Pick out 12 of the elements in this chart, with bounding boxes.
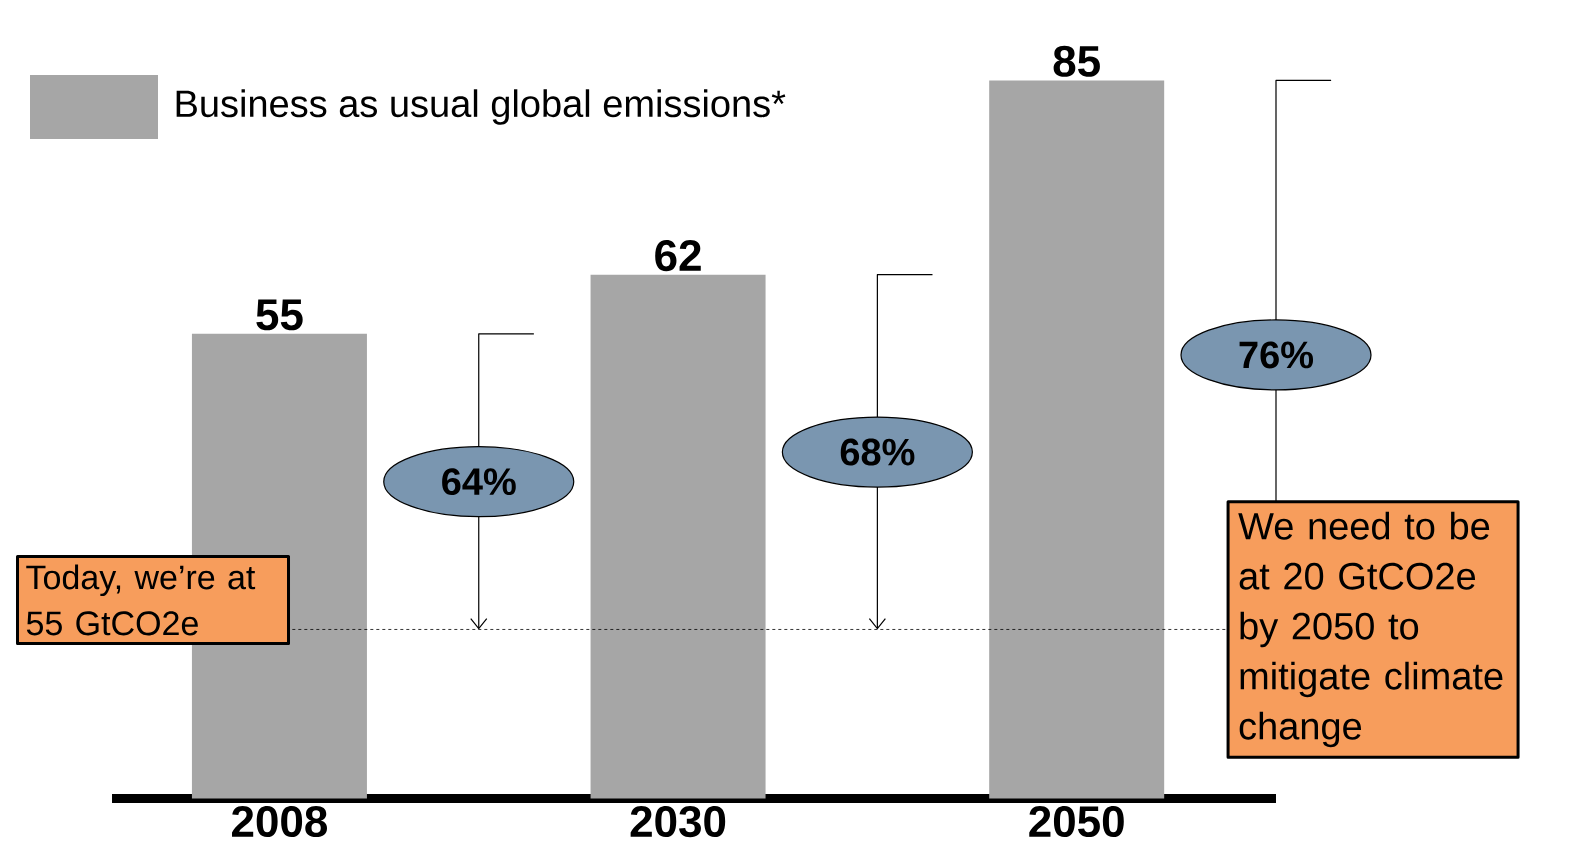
annotation: 64% [442, 468, 516, 496]
x-tick-label: 2030 [630, 805, 726, 838]
data-label: 62 [655, 240, 701, 272]
x-tick-label: 2008 [232, 805, 327, 838]
annotation: 68% [840, 438, 915, 466]
legend-label: Business as usual global emissions* [176, 89, 786, 125]
data-label: 55 [256, 299, 303, 331]
annotation: Today, we’re at 55 GtCO2e [26, 564, 256, 636]
annotation: 76% [1239, 341, 1314, 369]
ref-line-label: We need to be at 20 GtCO2e by 2050 to mitigate climate change [1238, 511, 1503, 748]
x-tick-label: 2050 [1029, 805, 1124, 838]
data-label: 85 [1053, 45, 1100, 77]
